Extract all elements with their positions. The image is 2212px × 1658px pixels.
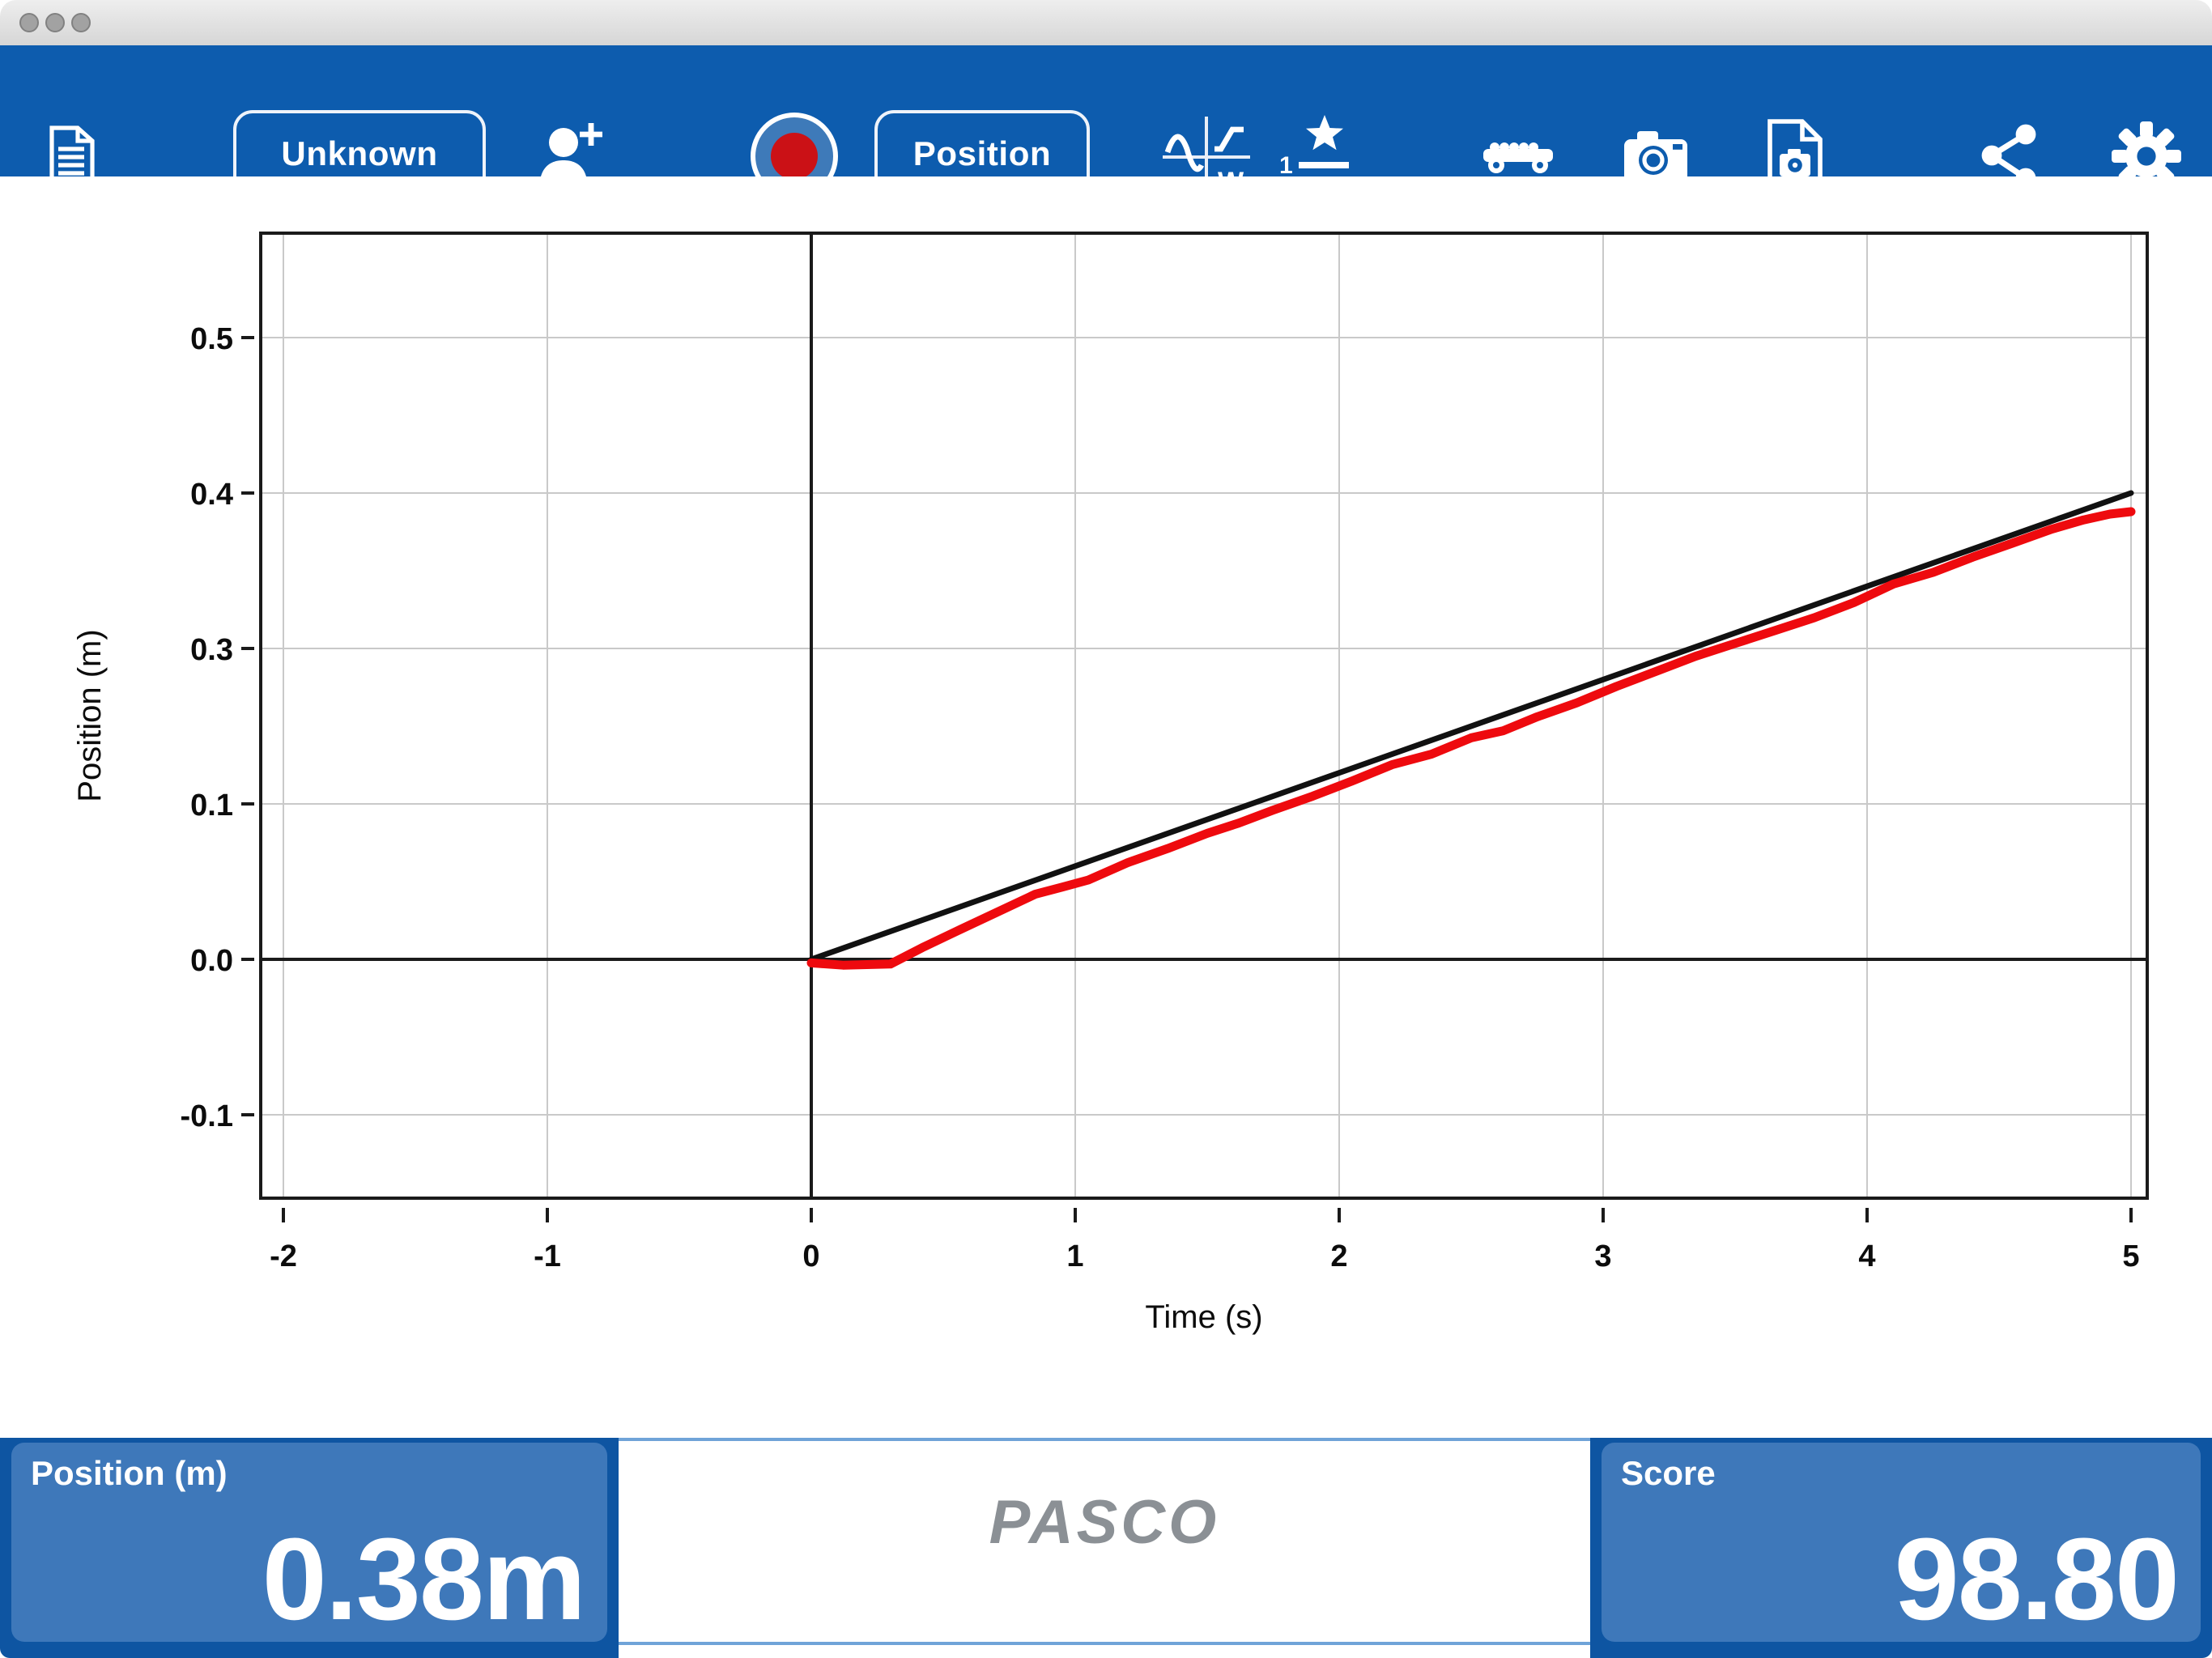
position-readout: Position (m) 0.38m xyxy=(11,1443,607,1642)
score-readout-label: Score xyxy=(1621,1456,1716,1493)
position-readout-wrap: Position (m) 0.38m xyxy=(0,1438,619,1658)
svg-text:0.3: 0.3 xyxy=(190,633,233,667)
score-readout: Score 98.80 xyxy=(1602,1443,2201,1642)
camera-icon[interactable] xyxy=(1623,128,1689,185)
position-readout-label: Position (m) xyxy=(31,1456,228,1493)
title-bar xyxy=(0,0,2212,47)
score-readout-value: 98.80 xyxy=(1894,1516,2180,1645)
svg-text:0: 0 xyxy=(802,1239,819,1273)
toolbar: Unknown Position W xyxy=(0,45,2212,201)
svg-text:-2: -2 xyxy=(270,1239,297,1273)
svg-text:Position (m): Position (m) xyxy=(72,629,108,801)
svg-text:3: 3 xyxy=(1594,1239,1611,1273)
svg-text:0.0: 0.0 xyxy=(190,944,233,978)
svg-text:Time (s): Time (s) xyxy=(1145,1299,1262,1335)
svg-text:-1: -1 xyxy=(534,1239,561,1273)
position-readout-value: 0.38m xyxy=(262,1516,586,1645)
svg-text:2: 2 xyxy=(1330,1239,1347,1273)
svg-text:0.5: 0.5 xyxy=(190,322,233,356)
svg-text:-0.1: -0.1 xyxy=(181,1099,233,1133)
svg-text:1: 1 xyxy=(1279,152,1293,179)
journal-icon[interactable] xyxy=(47,125,97,188)
svg-text:1: 1 xyxy=(1066,1239,1083,1273)
readout-bar: Position (m) 0.38m PASCO Score 98.80 xyxy=(0,1438,2212,1658)
svg-text:5: 5 xyxy=(2122,1239,2139,1273)
minimize-button[interactable] xyxy=(45,13,65,32)
cart-icon[interactable] xyxy=(1480,136,1556,175)
brand-panel: PASCO xyxy=(619,1438,1590,1658)
pasco-logo: PASCO xyxy=(989,1490,1220,1558)
close-button[interactable] xyxy=(19,13,39,32)
graph-display: 0.5 0.4 0.3 0.1 0.0 -0.1 -2 -1 0 1 2 3 4 5 Time (s) Pos… xyxy=(0,176,2212,1438)
position-time-chart: 0.5 0.4 0.3 0.1 0.0 -0.1 -2 -1 0 1 2 3 4 5 Time (s) Pos… xyxy=(72,232,2149,1335)
svg-text:4: 4 xyxy=(1858,1239,1875,1273)
svg-text:0.4: 0.4 xyxy=(190,478,233,512)
svg-text:0.1: 0.1 xyxy=(190,789,233,823)
zoom-button[interactable] xyxy=(71,13,91,32)
score-readout-wrap: Score 98.80 xyxy=(1590,1438,2212,1658)
